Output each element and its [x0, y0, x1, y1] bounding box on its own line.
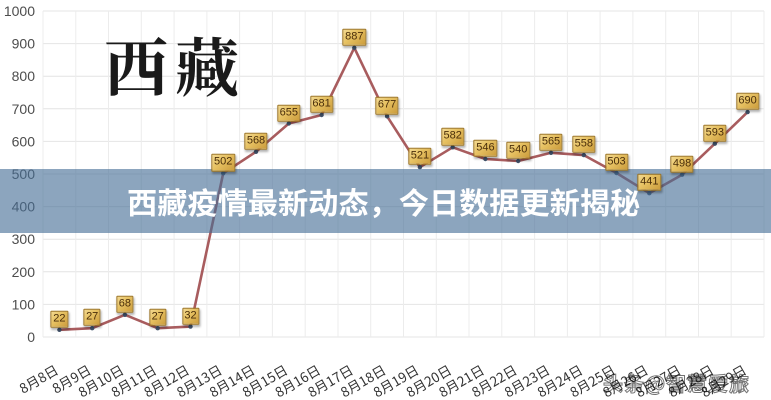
svg-text:600: 600	[12, 133, 36, 149]
svg-text:900: 900	[12, 36, 36, 52]
svg-text:800: 800	[12, 68, 36, 84]
svg-text:100: 100	[12, 296, 36, 312]
svg-text:200: 200	[12, 264, 36, 280]
svg-text:1000: 1000	[4, 3, 35, 19]
svg-text:0: 0	[27, 329, 35, 345]
svg-text:700: 700	[12, 101, 36, 117]
svg-text:300: 300	[12, 231, 36, 247]
